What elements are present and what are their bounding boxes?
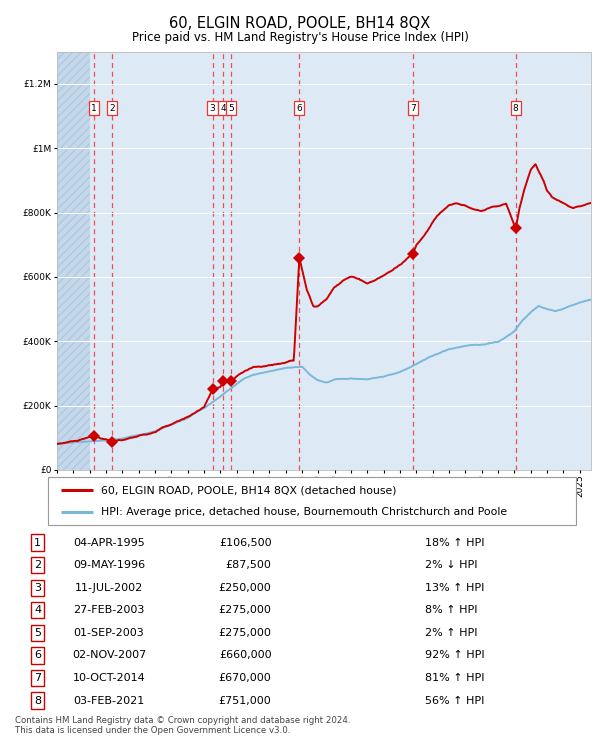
Text: 11-JUL-2002: 11-JUL-2002: [75, 582, 143, 593]
Text: 10-OCT-2014: 10-OCT-2014: [73, 673, 145, 683]
Text: 1: 1: [91, 104, 97, 112]
Text: £106,500: £106,500: [219, 537, 271, 548]
Text: 02-NOV-2007: 02-NOV-2007: [72, 650, 146, 661]
Text: 3: 3: [34, 582, 41, 593]
Text: 8% ↑ HPI: 8% ↑ HPI: [425, 605, 478, 616]
Text: 03-FEB-2021: 03-FEB-2021: [73, 696, 145, 706]
Text: 6: 6: [296, 104, 302, 112]
Text: 6: 6: [34, 650, 41, 661]
Text: £275,000: £275,000: [218, 605, 271, 616]
Text: 2: 2: [34, 560, 41, 571]
Text: £250,000: £250,000: [219, 582, 271, 593]
Text: 01-SEP-2003: 01-SEP-2003: [74, 628, 145, 638]
Text: 81% ↑ HPI: 81% ↑ HPI: [425, 673, 485, 683]
Text: £87,500: £87,500: [226, 560, 271, 571]
Text: 60, ELGIN ROAD, POOLE, BH14 8QX: 60, ELGIN ROAD, POOLE, BH14 8QX: [169, 16, 431, 31]
Text: 13% ↑ HPI: 13% ↑ HPI: [425, 582, 485, 593]
Text: 4: 4: [34, 605, 41, 616]
FancyBboxPatch shape: [48, 477, 576, 525]
Text: Contains HM Land Registry data © Crown copyright and database right 2024.
This d: Contains HM Land Registry data © Crown c…: [15, 716, 350, 735]
Text: 18% ↑ HPI: 18% ↑ HPI: [425, 537, 485, 548]
Text: 2% ↓ HPI: 2% ↓ HPI: [425, 560, 478, 571]
Text: 1: 1: [34, 537, 41, 548]
Text: 27-FEB-2003: 27-FEB-2003: [73, 605, 145, 616]
Text: 7: 7: [34, 673, 41, 683]
Text: £275,000: £275,000: [218, 628, 271, 638]
Text: £670,000: £670,000: [219, 673, 271, 683]
Text: 8: 8: [34, 696, 41, 706]
Text: 7: 7: [410, 104, 416, 112]
Text: Price paid vs. HM Land Registry's House Price Index (HPI): Price paid vs. HM Land Registry's House …: [131, 31, 469, 44]
Text: 60, ELGIN ROAD, POOLE, BH14 8QX (detached house): 60, ELGIN ROAD, POOLE, BH14 8QX (detache…: [101, 485, 397, 495]
Text: 92% ↑ HPI: 92% ↑ HPI: [425, 650, 485, 661]
Text: 56% ↑ HPI: 56% ↑ HPI: [425, 696, 485, 706]
Text: 8: 8: [513, 104, 518, 112]
Text: £751,000: £751,000: [219, 696, 271, 706]
Text: 5: 5: [34, 628, 41, 638]
Text: 5: 5: [229, 104, 234, 112]
Text: 4: 4: [220, 104, 226, 112]
Text: £660,000: £660,000: [219, 650, 271, 661]
Text: 09-MAY-1996: 09-MAY-1996: [73, 560, 145, 571]
Text: 3: 3: [210, 104, 215, 112]
Text: 2: 2: [109, 104, 115, 112]
Text: 04-APR-1995: 04-APR-1995: [73, 537, 145, 548]
Text: 2% ↑ HPI: 2% ↑ HPI: [425, 628, 478, 638]
Text: HPI: Average price, detached house, Bournemouth Christchurch and Poole: HPI: Average price, detached house, Bour…: [101, 508, 507, 517]
